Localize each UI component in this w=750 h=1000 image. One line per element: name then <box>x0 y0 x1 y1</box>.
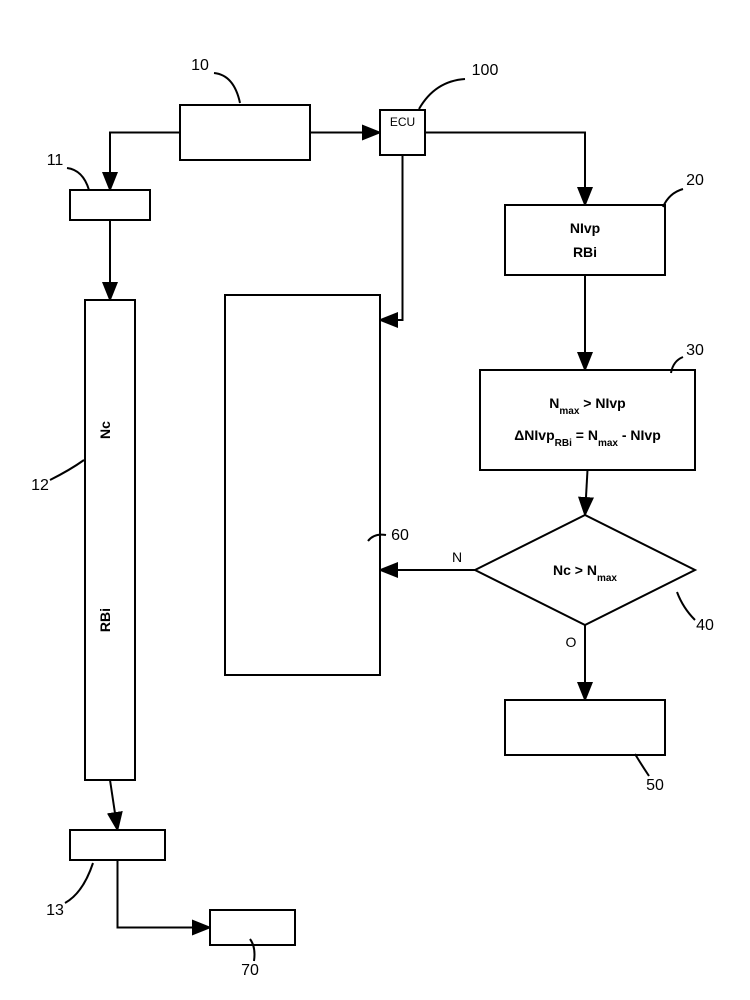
svg-text:N: N <box>452 549 462 565</box>
svg-text:RBi: RBi <box>573 244 597 260</box>
svg-text:20: 20 <box>686 172 704 189</box>
svg-text:30: 30 <box>686 342 704 359</box>
svg-text:O: O <box>566 634 577 650</box>
svg-text:13: 13 <box>46 902 64 919</box>
svg-text:50: 50 <box>646 777 664 794</box>
svg-text:RBi: RBi <box>97 608 113 632</box>
svg-text:70: 70 <box>241 962 259 979</box>
svg-text:60: 60 <box>391 527 409 544</box>
svg-text:ECU: ECU <box>390 115 415 129</box>
svg-text:11: 11 <box>47 152 64 169</box>
svg-text:40: 40 <box>696 617 714 634</box>
svg-text:NIvp: NIvp <box>570 220 600 236</box>
svg-text:100: 100 <box>472 62 499 79</box>
svg-text:10: 10 <box>191 57 209 74</box>
svg-text:12: 12 <box>31 477 49 494</box>
svg-text:Nc: Nc <box>97 421 113 439</box>
